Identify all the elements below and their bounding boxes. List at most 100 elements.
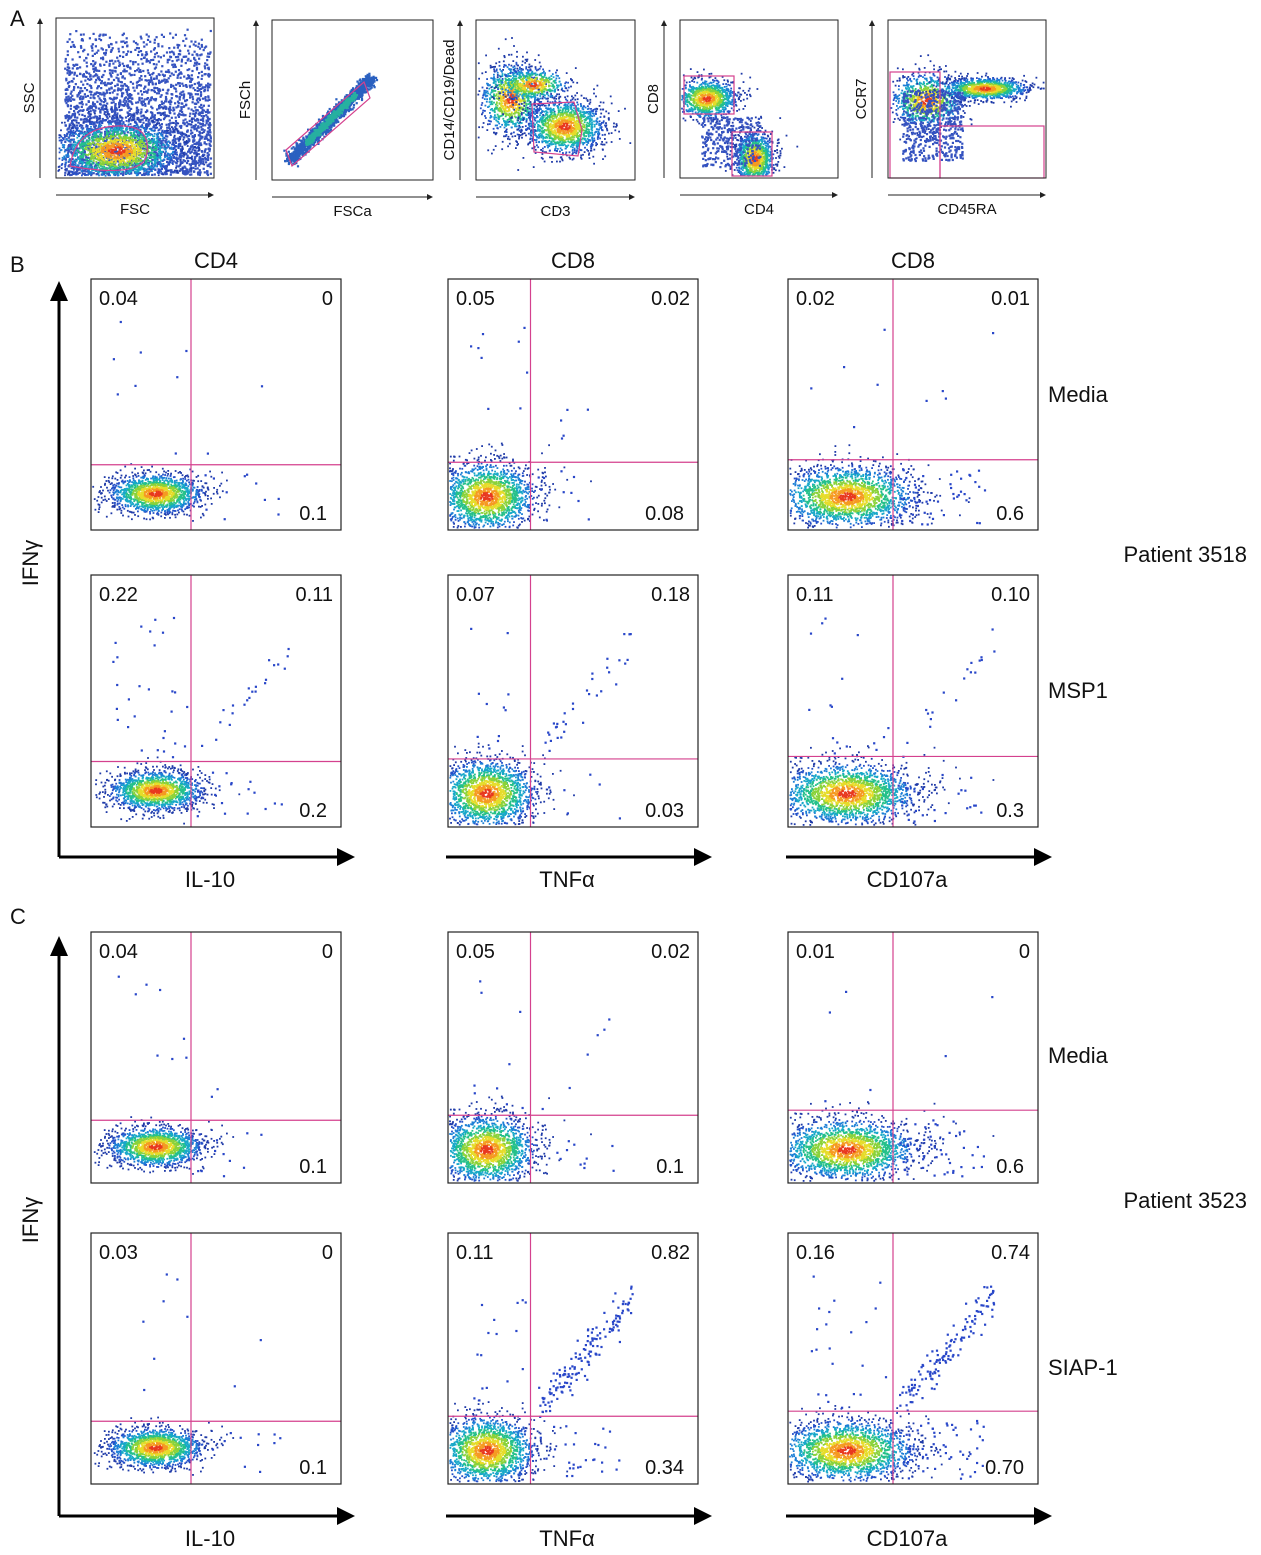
quadrant-lower-right-value: 0.70 <box>985 1457 1024 1479</box>
panel-B: CD4 CD8 CD8 IFNγ IL-10 TNFα CD107a 0.04 0 0.1 0.05… <box>18 248 1247 892</box>
plot-frame <box>271 19 434 181</box>
quadrant-upper-right-value: 0.11 <box>296 584 333 606</box>
x-axis-label: CD4 <box>744 201 774 218</box>
quadrant-lower-right-value: 0.1 <box>656 1156 684 1178</box>
plot-frame <box>447 278 699 531</box>
quadrant-plot: 0.22 0.11 0.2 <box>90 574 342 828</box>
panel-letter-B: B <box>10 252 25 277</box>
x-axis-label: FSC <box>120 201 150 218</box>
cd4-gate <box>731 131 773 177</box>
quadrant-plot: 0.04 0 0.1 <box>90 931 342 1184</box>
quadrant-upper-left-value: 0.11 <box>456 1242 493 1264</box>
patient-label: Patient 3518 <box>1123 542 1247 567</box>
quadrant-upper-left-value: 0.04 <box>99 941 138 963</box>
plot-frame <box>679 19 839 179</box>
quadrant-upper-right-value: 0.10 <box>991 584 1030 606</box>
quadrant-lower-right-value: 0.34 <box>645 1457 684 1479</box>
y-axis-label: FSCh <box>237 81 254 119</box>
gating-plot-3: CD3 CD14/CD19/Dead <box>441 19 636 220</box>
plot-frame <box>90 1232 342 1485</box>
y-axis-label: CCR7 <box>853 79 870 120</box>
condition-label: SIAP-1 <box>1048 1355 1118 1380</box>
quadrant-upper-left-value: 0.03 <box>99 1242 138 1264</box>
x-axis-label: CD45RA <box>937 201 996 218</box>
quadrant-upper-right-value: 0.74 <box>991 1242 1030 1264</box>
gating-plot-5: CD45RA CCR7 <box>853 19 1047 218</box>
x-axis-label: TNFα <box>539 1526 595 1551</box>
quadrant-lower-right-value: 0.3 <box>996 800 1024 822</box>
quadrant-lower-right-value: 0.03 <box>645 800 684 822</box>
plot-frame <box>447 1232 699 1485</box>
quadrant-upper-right-value: 0 <box>322 288 333 310</box>
plot-frame <box>90 574 342 828</box>
quadrant-upper-right-value: 0 <box>1019 941 1030 963</box>
x-axis-label: CD3 <box>540 203 570 220</box>
condition-label: Media <box>1048 1043 1109 1068</box>
x-axis-label: TNFα <box>539 867 595 892</box>
x-axis-label: CD107a <box>867 867 948 892</box>
quadrant-upper-left-value: 0.05 <box>456 941 495 963</box>
cd3-gate <box>531 101 583 157</box>
plot-frame <box>447 574 699 828</box>
singlet-gate <box>285 80 371 168</box>
quadrant-plot: 0.02 0.01 0.6 <box>787 278 1039 531</box>
plot-frame <box>787 1232 1039 1485</box>
column-title: CD4 <box>194 248 238 273</box>
lymphocyte-gate <box>69 125 148 172</box>
column-title: CD8 <box>551 248 595 273</box>
gating-plot-2: FSCa FSCh <box>237 19 434 220</box>
quadrant-plot: 0.03 0 0.1 <box>90 1232 342 1485</box>
quadrant-plot: 0.04 0 0.1 <box>90 278 342 531</box>
plot-frame <box>787 931 1039 1184</box>
condition-label: MSP1 <box>1048 678 1108 703</box>
plot-frame <box>475 19 636 181</box>
x-axis-label: IL-10 <box>185 1526 235 1551</box>
quadrant-upper-right-value: 0.02 <box>651 288 690 310</box>
plot-frame <box>447 931 699 1184</box>
plot-frame <box>90 931 342 1184</box>
x-axis-label: IL-10 <box>185 867 235 892</box>
quadrant-upper-right-value: 0.82 <box>651 1242 690 1264</box>
quadrant-plot: 0.16 0.74 0.70 <box>787 1232 1039 1485</box>
panel-letter-C: C <box>10 904 26 929</box>
quadrant-upper-right-value: 0.02 <box>651 941 690 963</box>
y-axis-label: IFNγ <box>18 540 43 586</box>
quadrant-upper-right-value: 0.01 <box>991 288 1030 310</box>
plot-frame <box>887 19 1047 179</box>
quadrant-lower-right-value: 0.2 <box>299 800 327 822</box>
quadrant-upper-left-value: 0.04 <box>99 288 138 310</box>
quadrant-upper-right-value: 0.18 <box>651 584 690 606</box>
quadrant-plot: 0.11 0.10 0.3 <box>787 574 1039 828</box>
quadrant-upper-left-value: 0.05 <box>456 288 495 310</box>
quadrant-upper-left-value: 0.01 <box>796 941 835 963</box>
quadrant-upper-left-value: 0.07 <box>456 584 495 606</box>
quadrant-upper-right-value: 0 <box>322 941 333 963</box>
plot-frame <box>55 17 215 179</box>
panel-letter-A: A <box>10 6 25 31</box>
quadrant-lower-right-value: 0.1 <box>299 1457 327 1479</box>
column-title: CD8 <box>891 248 935 273</box>
plot-frame <box>90 278 342 531</box>
quadrant-lower-right-value: 0.08 <box>645 503 684 525</box>
quadrant-plot: 0.11 0.82 0.34 <box>447 1232 699 1485</box>
x-axis-label: FSCa <box>333 203 372 220</box>
quadrant-upper-right-value: 0 <box>322 1242 333 1264</box>
quadrant-plot: 0.01 0 0.6 <box>787 931 1039 1184</box>
quadrant-plot: 0.05 0.02 0.08 <box>447 278 699 531</box>
quadrant-upper-left-value: 0.16 <box>796 1242 835 1264</box>
y-axis-label: CD14/CD19/Dead <box>441 40 458 161</box>
y-axis-label: CD8 <box>645 84 662 114</box>
quadrant-upper-left-value: 0.22 <box>99 584 138 606</box>
quadrant-plot: 0.07 0.18 0.03 <box>447 574 699 828</box>
plot-frame <box>787 574 1039 828</box>
quadrant-lower-right-value: 0.1 <box>299 1156 327 1178</box>
gating-plot-4: CD4 CD8 <box>645 19 839 218</box>
quadrant-lower-right-value: 0.1 <box>299 503 327 525</box>
quadrant-lower-right-value: 0.6 <box>996 503 1024 525</box>
gating-plot-1: FSC SSC <box>21 17 215 218</box>
quadrant-upper-left-value: 0.11 <box>796 584 833 606</box>
y-axis-label: IFNγ <box>18 1197 43 1243</box>
